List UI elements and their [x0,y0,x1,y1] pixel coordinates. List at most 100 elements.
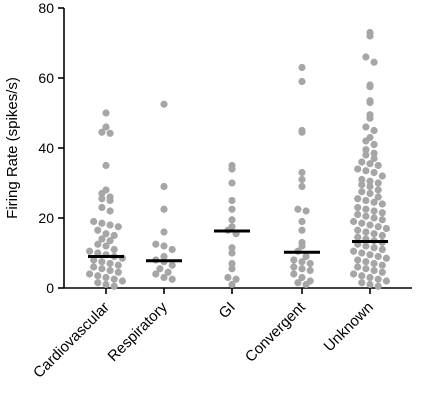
data-point [294,205,302,213]
data-point [298,77,306,86]
data-point [110,275,118,283]
data-point [370,244,378,252]
data-point [106,266,114,275]
data-point [168,275,176,283]
data-point [102,109,110,117]
data-point [362,167,370,175]
data-point [160,242,168,250]
data-point [358,279,366,287]
data-point [94,226,102,234]
data-point [358,188,366,196]
data-point [366,32,374,40]
data-point [228,265,236,273]
data-point [366,221,374,229]
data-point [232,275,240,283]
data-point [228,280,236,289]
data-point [362,53,370,61]
data-point [94,249,102,257]
data-point [152,240,160,248]
data-point [362,265,370,273]
y-ticks: 0 20 40 60 80 [38,0,64,296]
data-point [366,177,374,185]
data-point [378,200,386,208]
data-point [362,137,370,145]
data-point [298,273,306,282]
data-point [350,270,358,278]
data-point [370,168,378,177]
data-point [366,251,374,259]
data-point [228,249,236,257]
data-point [90,256,98,264]
data-point [114,261,122,269]
data-point [370,154,378,163]
data-point [228,196,236,205]
data-point [98,189,106,198]
data-point [168,245,176,254]
category-label: Cardiovascular [30,299,113,382]
data-point [366,182,374,191]
data-point [94,272,102,280]
data-point [374,282,382,290]
data-point [160,228,168,236]
data-point [362,205,370,213]
data-point [102,273,110,282]
data-point [98,258,106,266]
data-point [366,83,374,91]
data-point [86,270,94,278]
data-point [228,165,236,173]
data-point [98,203,106,212]
data-point [302,207,310,215]
data-point [306,266,314,275]
data-point [106,221,114,229]
data-point [228,259,236,268]
data-point [160,205,168,213]
data-point [354,226,362,234]
data-point [156,265,164,273]
data-point [354,256,362,264]
data-point [382,254,390,262]
data-point [362,123,370,131]
data-point [366,98,374,107]
data-point [366,160,374,168]
data-point [98,195,106,203]
data-point [370,58,378,66]
data-point [86,247,94,255]
data-point [106,237,114,245]
data-point [106,207,114,215]
data-point [358,272,366,280]
category-label: Unknown [321,299,377,355]
data-point [358,219,366,227]
data-point [358,181,366,189]
data-point [302,280,310,289]
y-tick-label: 80 [38,0,54,16]
data-point [306,259,314,268]
data-point [98,265,106,273]
data-point [114,223,122,231]
y-tick-label: 0 [46,280,54,296]
category-label: Respiratory [105,298,172,365]
data-point [102,242,110,250]
data-point [298,217,306,226]
data-point [290,263,298,271]
data-point [98,128,106,136]
data-point [298,168,306,177]
data-point [354,195,362,203]
data-point [366,114,374,122]
data-point [228,216,236,224]
data-point [378,268,386,276]
data-point [290,256,298,264]
data-point [378,216,386,224]
y-axis-title: Firing Rate (spikes/s) [4,77,21,219]
data-point [164,268,172,276]
data-point [354,165,362,173]
data-point [90,263,98,271]
data-point [294,279,302,287]
data-point [370,198,378,206]
data-point [350,247,358,255]
y-tick-label: 20 [38,210,54,226]
data-point [290,270,298,278]
data-point [354,233,362,241]
data-point [298,175,306,184]
data-point [110,282,118,290]
